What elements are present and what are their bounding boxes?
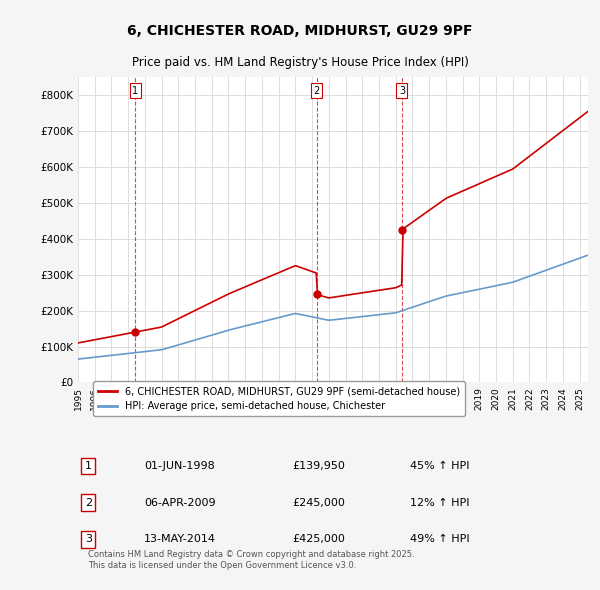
Text: 2: 2	[85, 498, 92, 508]
Text: 3: 3	[399, 86, 405, 96]
Text: £139,950: £139,950	[292, 461, 345, 471]
Text: 1: 1	[132, 86, 138, 96]
Text: 6, CHICHESTER ROAD, MIDHURST, GU29 9PF: 6, CHICHESTER ROAD, MIDHURST, GU29 9PF	[127, 24, 473, 38]
Text: 1: 1	[85, 461, 92, 471]
Text: Price paid vs. HM Land Registry's House Price Index (HPI): Price paid vs. HM Land Registry's House …	[131, 56, 469, 69]
Legend: 6, CHICHESTER ROAD, MIDHURST, GU29 9PF (semi-detached house), HPI: Average price: 6, CHICHESTER ROAD, MIDHURST, GU29 9PF (…	[93, 381, 465, 416]
Text: 13-MAY-2014: 13-MAY-2014	[145, 535, 217, 545]
Text: 12% ↑ HPI: 12% ↑ HPI	[409, 498, 469, 508]
Text: Contains HM Land Registry data © Crown copyright and database right 2025.
This d: Contains HM Land Registry data © Crown c…	[88, 550, 415, 570]
Text: 45% ↑ HPI: 45% ↑ HPI	[409, 461, 469, 471]
Text: £245,000: £245,000	[292, 498, 345, 508]
Text: 01-JUN-1998: 01-JUN-1998	[145, 461, 215, 471]
Text: 2: 2	[313, 86, 320, 96]
Text: 06-APR-2009: 06-APR-2009	[145, 498, 216, 508]
Text: 3: 3	[85, 535, 92, 545]
Text: £425,000: £425,000	[292, 535, 345, 545]
Text: 49% ↑ HPI: 49% ↑ HPI	[409, 535, 469, 545]
